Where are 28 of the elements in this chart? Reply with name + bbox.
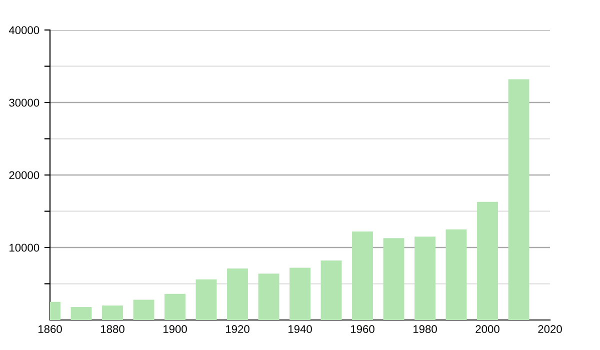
- bar: [477, 202, 498, 320]
- bar: [102, 306, 123, 320]
- x-tick-label: 1980: [413, 325, 437, 334]
- bar: [414, 236, 436, 320]
- x-tick-label: 1880: [100, 325, 124, 334]
- y-tick-label: 10000: [10, 244, 40, 252]
- x-tick-label: 1940: [288, 325, 312, 334]
- x-tick-label: 2020: [538, 325, 562, 334]
- bar: [133, 300, 154, 320]
- bar: [70, 306, 92, 320]
- bar: [290, 268, 310, 320]
- x-tick-label: 1920: [226, 325, 250, 334]
- x-tick-label: 1860: [38, 325, 62, 334]
- bar: [164, 294, 186, 320]
- x-tick-label: 1900: [163, 325, 187, 334]
- y-tick-label: 20000: [9, 171, 40, 180]
- bar: [258, 274, 280, 320]
- bar: [383, 238, 404, 320]
- y-tick-label: 30000: [9, 98, 40, 107]
- bar: [352, 232, 373, 320]
- bar: [227, 268, 248, 320]
- bar: [320, 260, 342, 320]
- x-tick-label: 1960: [350, 325, 374, 334]
- x-tick-label: 2000: [476, 325, 500, 334]
- bar: [196, 279, 217, 320]
- bar: [508, 79, 530, 320]
- y-tick-label: 40000: [8, 26, 40, 34]
- bar: [446, 229, 467, 320]
